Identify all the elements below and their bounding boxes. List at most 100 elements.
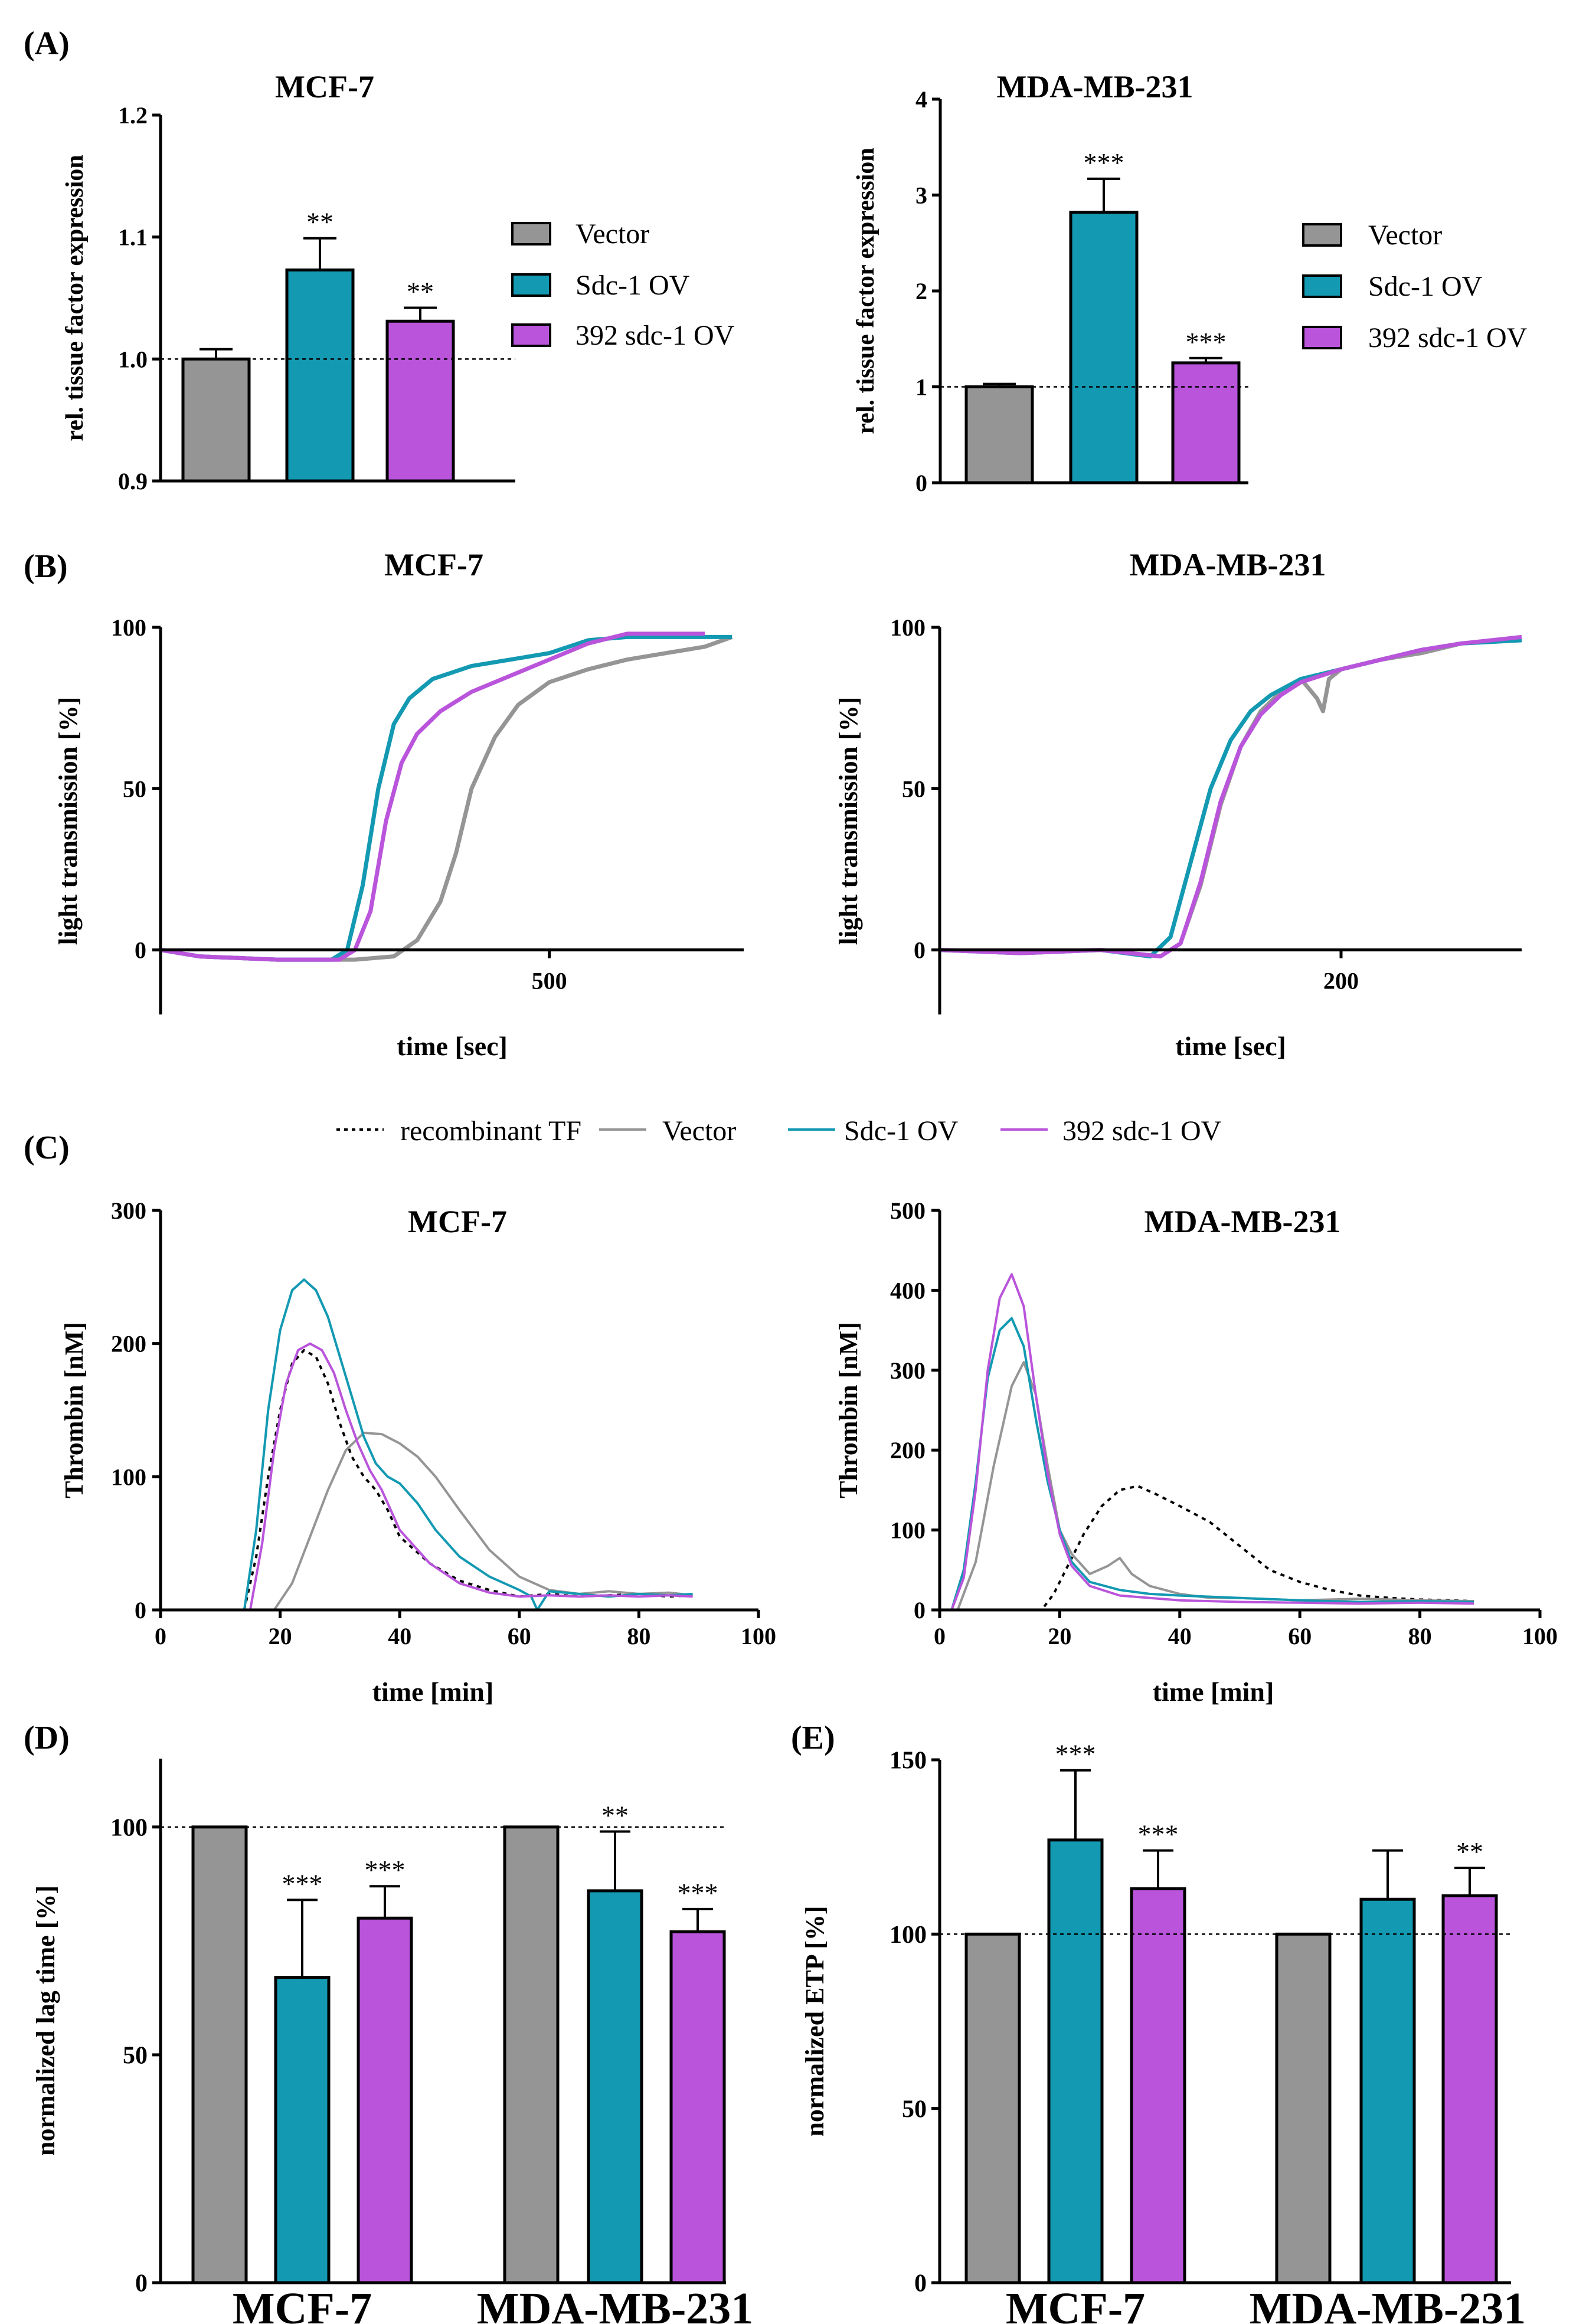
legend-label-sdc1: Sdc-1 OV [575, 270, 690, 301]
series-line-vector [939, 638, 1522, 959]
y-tick-label: 0 [135, 937, 146, 964]
legend-a-left: Vector Sdc-1 OV 392 sdc-1 OV [511, 218, 735, 351]
series-line-sdc-1-ov [950, 1317, 1474, 1611]
y-tick-label: 0 [914, 937, 926, 964]
significance-label: *** [1055, 1739, 1096, 1769]
x-tick-label: 100 [741, 1623, 776, 1649]
y-tick-label: 1.2 [118, 102, 148, 129]
bar-mda-mb-231-vector [503, 1825, 560, 2284]
x-axis-title: time [min] [1153, 1677, 1274, 1707]
panel-label-c: (C) [24, 1130, 70, 1166]
y-tick-label: 100 [890, 1517, 926, 1544]
y-tick-label: 100 [890, 1922, 927, 1949]
significance-label: *** [1138, 1819, 1179, 1850]
y-tick-label: 500 [890, 1197, 926, 1224]
y-tick-label: 50 [123, 2042, 148, 2070]
legend-swatch-sdc1 [511, 273, 551, 297]
series-line-392-sdc-1-ov [939, 634, 1522, 959]
chart-a1: MCF-7 ** ** 0.9 1.0 1.1 1.2 rel. tissue factor … [61, 69, 515, 495]
x-tick-label: 40 [388, 1623, 411, 1649]
chart-title: MCF-7 [384, 547, 483, 582]
category-label-mda-mb-231: MDA-MB-231 [1250, 2284, 1526, 2324]
y-axis-title: light transmission [%] [834, 697, 863, 945]
x-tick-label: 500 [532, 968, 567, 994]
chart-title: MDA-MB-231 [1144, 1204, 1341, 1239]
x-tick-label: 200 [1323, 968, 1359, 994]
bar-mcf-7-392-sdc-1-ov [1130, 1887, 1186, 2284]
legend-label-392sdc1: 392 sdc-1 OV [575, 320, 735, 351]
y-tick-label: 300 [890, 1357, 926, 1384]
significance-label: *** [365, 1855, 406, 1885]
series-line-sdc-1-ov [243, 1278, 693, 1611]
panel-label-e: (E) [791, 1720, 835, 1756]
chart-b2: MDA-MB-231 0 50 100 200 light transmission [%… [834, 547, 1522, 1061]
bar-vector [964, 385, 1034, 485]
series-line-sdc-1-ov [160, 634, 732, 962]
y-axis-title: Thrombin [nM] [60, 1322, 89, 1498]
significance-label: *** [1186, 327, 1227, 357]
y-tick-label: 2 [915, 278, 927, 305]
legend-label-vector: Vector [575, 218, 649, 250]
category-label-mcf-7: MCF-7 [233, 2284, 372, 2324]
y-tick-label: 4 [915, 86, 927, 113]
bar-mda-mb-231-sdc-1-ov [587, 1889, 643, 2284]
legend-swatch-392sdc1 [511, 323, 551, 347]
x-tick-label: 60 [1288, 1623, 1312, 1649]
chart-d: *** ***MCF-7*****MDA-MB-231050100normaliz… [31, 1759, 753, 2324]
y-tick-label: 0 [135, 1597, 146, 1623]
y-tick-label: 1.0 [118, 346, 148, 372]
series-line-sdc-1-ov [939, 638, 1522, 959]
y-tick-label: 100 [111, 614, 146, 641]
bar-mcf-7-sdc-1-ov [274, 1976, 331, 2284]
series-line-392-sdc-1-ov [950, 1273, 1474, 1611]
x-tick-label: 60 [508, 1623, 531, 1649]
x-tick-label: 0 [155, 1623, 166, 1649]
panel-label-d: (D) [24, 1720, 70, 1756]
category-label-mcf-7: MCF-7 [1006, 2284, 1145, 2324]
y-tick-label: 1.1 [118, 224, 148, 251]
series-line-recombinant-tf [243, 1348, 693, 1611]
y-tick-label: 300 [111, 1197, 146, 1224]
y-tick-label: 200 [890, 1437, 926, 1464]
x-tick-label: 100 [1522, 1623, 1558, 1649]
chart-e: *** *** MCF-7 ** MDA-MB-231 0 50 100 150 normaliz… [800, 1739, 1526, 2324]
x-tick-label: 80 [627, 1623, 650, 1649]
x-axis-title: time [min] [372, 1677, 494, 1707]
legend-label-vector: Vector [662, 1115, 736, 1147]
legend-label-recombinant: recombinant TF [400, 1115, 581, 1147]
x-tick-label: 80 [1408, 1623, 1432, 1649]
significance-label: ** [306, 207, 333, 237]
panel-label-b: (B) [24, 548, 68, 585]
legend-c: recombinant TF Vector Sdc-1 OV 392 sdc-1… [336, 1115, 1222, 1147]
y-tick-label: 50 [902, 2096, 927, 2123]
legend-label-sdc1: Sdc-1 OV [1368, 271, 1483, 302]
chart-a2: MDA-MB-231 *** *** 0 1 2 3 4 rel. tissue factor … [852, 69, 1248, 496]
x-tick-label: 0 [934, 1623, 946, 1649]
chart-title: MDA-MB-231 [1130, 547, 1326, 582]
significance-label: *** [282, 1868, 323, 1899]
bar-mda-mb-231-sdc-1-ov [1359, 1897, 1416, 2284]
series-line-vector [956, 1361, 1474, 1611]
legend-swatch-vector [1302, 223, 1342, 247]
chart-b1: MCF-7 0 50 100 500 light transmission [%] time… [54, 547, 744, 1061]
chart-c2: MDA-MB-231 0 100 200 300 400 500 0 20 40 60 80 100 Th… [834, 1197, 1558, 1707]
y-tick-label: 100 [890, 614, 926, 641]
significance-label: *** [1084, 148, 1124, 178]
x-axis-title: time [sec] [1175, 1031, 1286, 1061]
y-tick-label: 50 [123, 775, 146, 802]
y-tick-label: 200 [111, 1331, 146, 1357]
bar-mcf-7-392-sdc-1-ov [357, 1916, 413, 2284]
y-axis-title: normalized ETP [%] [800, 1906, 829, 2136]
x-tick-label: 20 [1048, 1623, 1071, 1649]
significance-label: ** [1456, 1837, 1483, 1867]
y-tick-label: 0.9 [118, 468, 148, 495]
y-axis-title: light transmission [%] [54, 697, 83, 945]
y-tick-label: 0 [914, 1597, 926, 1623]
chart-title: MDA-MB-231 [997, 69, 1193, 104]
chart-title: MCF-7 [275, 69, 374, 104]
bar-sdc-1-ov [285, 268, 355, 483]
y-tick-label: 100 [110, 1815, 148, 1842]
y-tick-label: 400 [890, 1277, 926, 1304]
bar-mda-mb-231-vector [1275, 1932, 1332, 2284]
